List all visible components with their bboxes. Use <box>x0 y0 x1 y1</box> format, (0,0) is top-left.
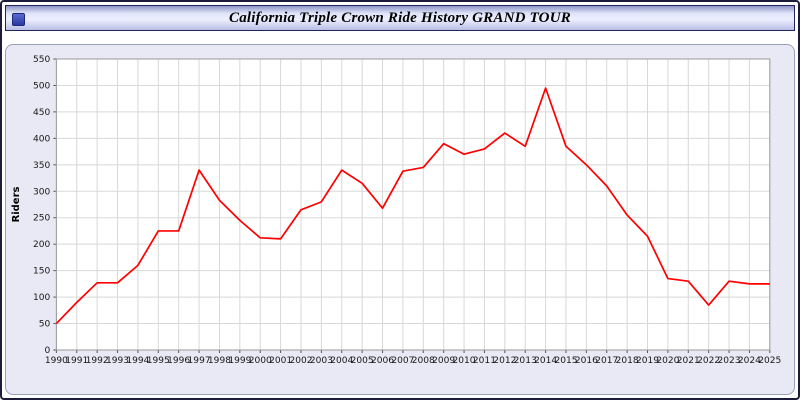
app-icon <box>12 13 25 26</box>
y-tick-label: 50 <box>39 320 51 330</box>
y-axis-label: Riders <box>11 187 22 223</box>
plot-area <box>56 59 770 350</box>
x-tick-label: 2023 <box>718 356 741 366</box>
y-tick-label: 250 <box>33 214 51 224</box>
x-tick-label: 1990 <box>45 356 68 366</box>
y-tick-label: 500 <box>33 81 51 91</box>
x-tick-label: 2013 <box>514 356 537 366</box>
x-tick-label: 2009 <box>432 356 455 366</box>
x-tick-label: 2022 <box>697 356 720 366</box>
x-tick-label: 2006 <box>371 356 394 366</box>
y-tick-label: 150 <box>33 267 51 277</box>
title-bar: California Triple Crown Ride History GRA… <box>5 5 795 31</box>
x-tick-label: 2019 <box>636 356 659 366</box>
x-tick-label: 2010 <box>453 356 476 366</box>
x-tick-label: 2005 <box>351 356 374 366</box>
x-tick-label: 2025 <box>758 356 781 366</box>
riders-line <box>55 87 770 325</box>
x-tick-label: 2007 <box>391 356 414 366</box>
x-tick-label: 2017 <box>595 356 618 366</box>
y-tick-label: 350 <box>33 161 51 171</box>
plot-frame <box>55 58 771 351</box>
riders-line-chart: 0501001502002503003504004505005501990199… <box>11 55 781 366</box>
y-tick-label: 0 <box>45 346 51 356</box>
x-tick-label: 1998 <box>208 356 231 366</box>
x-tick-label: 1993 <box>106 356 129 366</box>
x-tick-label: 1999 <box>228 356 251 366</box>
x-tick-label: 1997 <box>188 356 211 366</box>
x-tick-label: 2021 <box>677 356 700 366</box>
y-tick-label: 450 <box>33 108 51 118</box>
x-tick-label: 2015 <box>554 356 577 366</box>
x-tick-label: 1996 <box>167 356 190 366</box>
x-tick-label: 2020 <box>656 356 679 366</box>
x-tick-label: 2008 <box>412 356 435 366</box>
x-tick-label: 2001 <box>269 356 292 366</box>
y-tick-label: 300 <box>33 187 51 197</box>
x-tick-label: 2002 <box>289 356 312 366</box>
x-tick-label: 2012 <box>493 356 516 366</box>
y-tick-label: 400 <box>33 134 51 144</box>
x-tick-label: 1992 <box>86 356 109 366</box>
x-tick-label: 2003 <box>310 356 333 366</box>
y-tick-label: 100 <box>33 293 51 303</box>
x-tick-label: 1995 <box>147 356 170 366</box>
x-tick-label: 2024 <box>738 356 761 366</box>
x-tick-label: 2014 <box>534 356 557 366</box>
y-tick-label: 550 <box>33 55 51 65</box>
x-tick-label: 2011 <box>473 356 496 366</box>
x-tick-label: 2000 <box>249 356 272 366</box>
x-tick-label: 1994 <box>126 356 149 366</box>
x-tick-label: 2018 <box>616 356 639 366</box>
x-tick-label: 2016 <box>575 356 598 366</box>
x-tick-label: 1991 <box>65 356 88 366</box>
x-tick-label: 2004 <box>330 356 353 366</box>
y-tick-label: 200 <box>33 240 51 250</box>
chart-panel: 0 50 100 150 200 250 300 350 400 450 500 550 1990 199… <box>5 44 795 395</box>
window-title: California Triple Crown Ride History GRA… <box>229 9 571 26</box>
